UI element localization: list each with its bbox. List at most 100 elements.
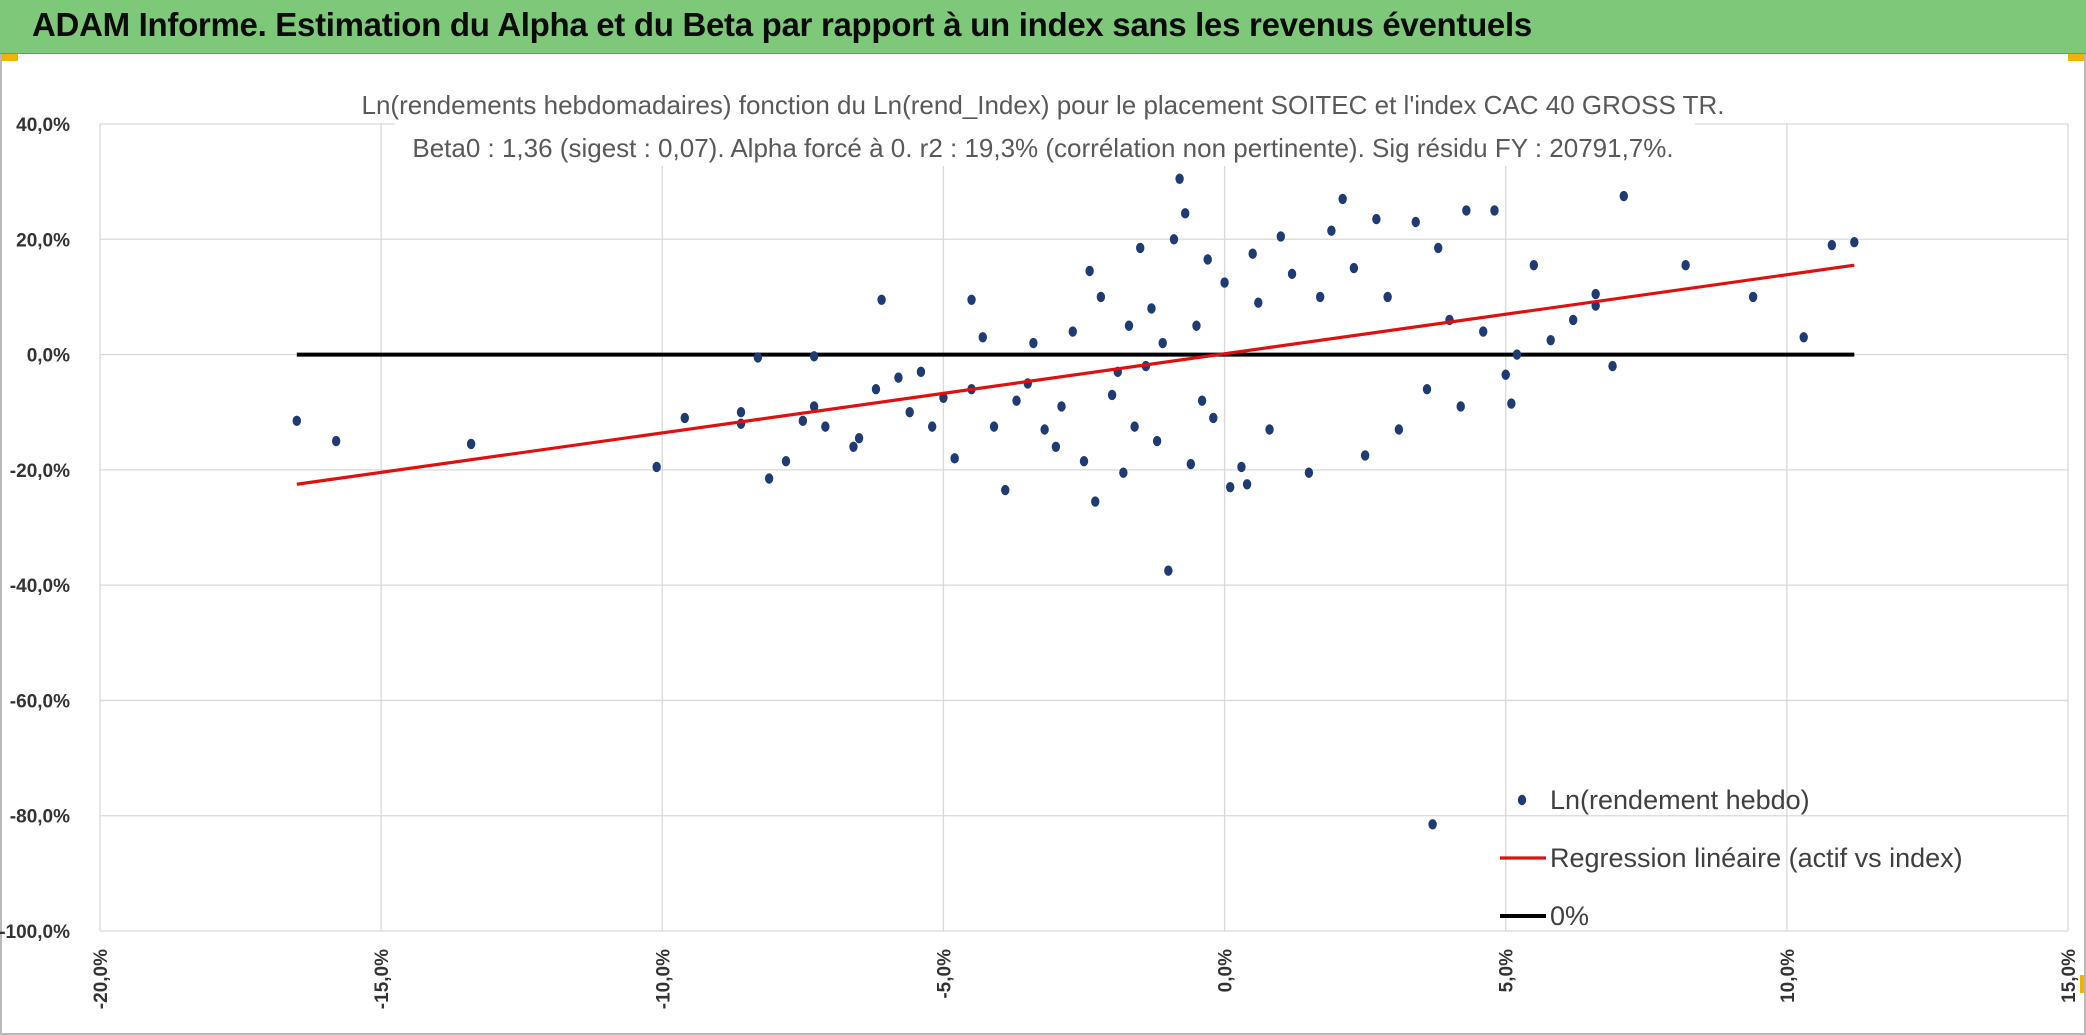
data-point	[1422, 383, 1432, 395]
data-point	[1428, 819, 1437, 830]
data-point	[1197, 395, 1207, 406]
chart-frame	[0, 54, 2086, 1035]
data-point	[905, 407, 914, 418]
y-tick-label: -40,0%	[10, 576, 70, 597]
data-point	[1479, 326, 1488, 337]
data-point	[1411, 216, 1420, 228]
data-point	[916, 366, 926, 378]
data-point	[736, 407, 746, 418]
data-point	[1242, 479, 1252, 490]
data-point	[466, 438, 476, 450]
regression-line	[296, 263, 1855, 486]
y-tick-label: -20,0%	[10, 461, 70, 482]
corner-marker-left	[0, 54, 18, 61]
data-point	[809, 351, 819, 362]
data-point	[1192, 320, 1201, 331]
data-point	[1158, 337, 1167, 349]
data-point	[1186, 458, 1196, 470]
data-point	[1175, 173, 1184, 184]
data-point	[1799, 332, 1808, 343]
data-point	[1164, 565, 1173, 576]
x-tick-label: -10,0%	[653, 949, 674, 1009]
data-point	[764, 473, 774, 484]
data-point	[1394, 424, 1404, 435]
x-tick-label: -15,0%	[372, 949, 393, 1009]
data-point	[1057, 401, 1066, 412]
x-tick-label: 15,0%	[2059, 949, 2080, 1003]
data-point	[1068, 326, 1077, 337]
data-point	[781, 456, 791, 467]
data-point	[978, 332, 987, 343]
data-point	[753, 352, 763, 363]
data-point	[1203, 254, 1212, 265]
data-point	[1619, 190, 1628, 202]
y-tick-label: -80,0%	[10, 807, 70, 828]
chart-title-line-2: Beta0 : 1,36 (sigest : 0,07). Alpha forc…	[412, 133, 1673, 163]
data-point	[1029, 337, 1038, 349]
data-point	[1462, 205, 1471, 216]
data-point	[989, 421, 999, 432]
data-point	[1327, 225, 1336, 236]
data-point	[1130, 421, 1139, 432]
chart-title-line-1: Ln(rendements hebdomadaires) fonction du…	[362, 90, 1725, 120]
data-point	[1136, 242, 1145, 254]
data-point	[1254, 297, 1263, 308]
data-point	[809, 401, 819, 412]
data-point	[950, 453, 959, 464]
data-point	[871, 383, 881, 395]
data-point	[1372, 213, 1381, 225]
data-point	[1237, 461, 1246, 473]
data-point	[1304, 467, 1314, 478]
data-point	[1608, 360, 1617, 372]
y-tick-label: 40,0%	[16, 115, 70, 136]
legend: Ln(rendement hebdo) Regression linéaire (…	[1500, 785, 1963, 931]
data-point	[1091, 496, 1100, 507]
data-point	[849, 441, 858, 452]
points-layer	[292, 173, 1859, 830]
data-point	[1096, 291, 1106, 303]
x-tick-labels: -20,0% -15,0% -10,0% -5,0% 0,0% 5,0% 10,0% 15,0…	[91, 949, 2080, 1009]
data-point	[1512, 349, 1522, 360]
data-point	[1360, 450, 1370, 461]
data-point	[652, 461, 661, 473]
data-point	[1850, 236, 1859, 248]
data-point	[1119, 467, 1128, 478]
data-point	[331, 435, 341, 447]
data-point	[1152, 435, 1162, 447]
data-point	[1287, 268, 1297, 280]
data-point	[1338, 193, 1347, 205]
data-point	[854, 432, 864, 444]
data-point	[1225, 481, 1235, 493]
data-point	[967, 294, 976, 306]
data-point	[1434, 242, 1443, 254]
data-point	[1507, 398, 1516, 409]
data-point	[1001, 484, 1010, 496]
data-point	[1085, 265, 1094, 277]
legend-marker-scatter	[1517, 794, 1527, 806]
data-point	[1276, 231, 1286, 242]
data-point	[1349, 262, 1359, 274]
legend-label-scatter: Ln(rendement hebdo)	[1550, 785, 1810, 815]
data-point	[1383, 291, 1392, 303]
data-point	[1147, 303, 1156, 314]
data-point	[680, 412, 689, 424]
corner-marker-bottom-right	[2080, 975, 2086, 993]
x-tick-label: 5,0%	[1497, 949, 1518, 992]
data-point	[1181, 208, 1190, 219]
data-point	[927, 421, 937, 432]
data-point	[1568, 314, 1578, 326]
y-tick-label: -100,0%	[0, 922, 70, 943]
data-point	[1248, 248, 1257, 259]
y-tick-label: 20,0%	[16, 230, 70, 251]
data-point	[894, 372, 903, 383]
data-point	[1681, 260, 1690, 271]
data-point	[1456, 401, 1465, 412]
x-tick-label: 0,0%	[1216, 949, 1237, 992]
report-title: ADAM Informe. Estimation du Alpha et du …	[32, 6, 1532, 43]
data-point	[1265, 424, 1274, 435]
data-point	[1040, 424, 1049, 435]
data-point	[1827, 239, 1837, 251]
data-point	[1591, 288, 1600, 300]
x-tick-label: -20,0%	[91, 949, 112, 1009]
